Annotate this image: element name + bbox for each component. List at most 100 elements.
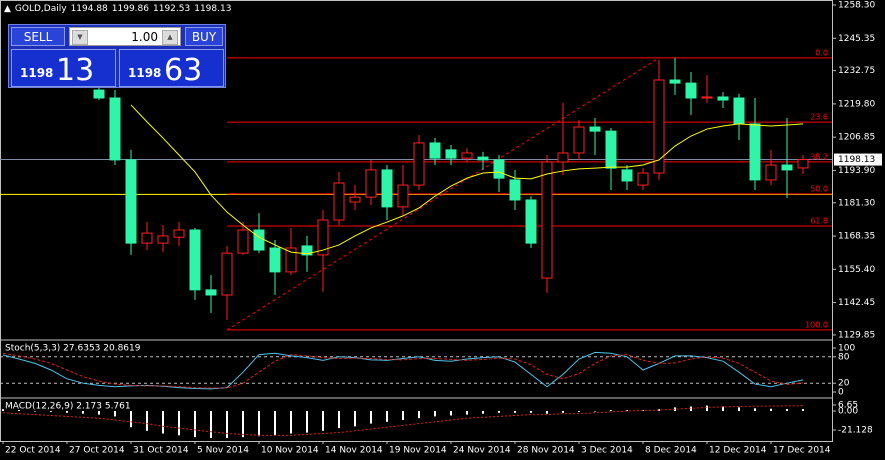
macd-bar — [674, 407, 676, 411]
x-tick-label: 24 Nov 2014 — [453, 446, 511, 456]
macd-bar — [306, 410, 308, 433]
macd-bar — [18, 410, 20, 411]
macd-bar — [626, 410, 628, 411]
moving-average — [130, 104, 804, 255]
candle-body — [157, 235, 169, 244]
macd-bar — [722, 406, 724, 411]
macd-bar — [98, 410, 100, 415]
y-tick-label: 1168.35 — [838, 232, 875, 242]
candle-body — [541, 161, 553, 279]
candle-body — [765, 164, 777, 181]
y-tick-label: 1206.85 — [838, 133, 875, 143]
macd-bar — [450, 410, 452, 416]
y-tick-label: 1155.40 — [838, 265, 875, 275]
macd-bar — [482, 410, 484, 414]
candle-body — [189, 229, 201, 291]
x-tick-label: 27 Oct 2014 — [69, 446, 125, 456]
candle-body — [429, 142, 441, 159]
candle-body — [445, 149, 457, 159]
x-tick-label: 22 Oct 2014 — [5, 446, 61, 456]
candle-body — [525, 199, 537, 244]
candle-body — [173, 229, 185, 238]
frame — [0, 0, 833, 442]
x-tick-label: 14 Nov 2014 — [325, 446, 383, 456]
macd-bar — [418, 410, 420, 419]
header-icon: ▲ — [4, 4, 11, 14]
macd-bar — [354, 410, 356, 427]
macd-bar — [754, 408, 756, 411]
y-tick-label: 1181.30 — [838, 198, 875, 208]
x-tick-label: 10 Nov 2014 — [261, 446, 319, 456]
candle-body — [125, 159, 137, 244]
x-tick-label: 8 Dec 2014 — [645, 446, 697, 456]
fibo-label: 23.6 — [810, 113, 828, 122]
ohlc-low: 1192.53 — [153, 4, 191, 14]
macd-bar — [658, 409, 660, 411]
candle-body — [669, 79, 681, 84]
ask-quote[interactable]: 1198 63 — [119, 49, 224, 88]
lots-input[interactable]: ▼ 1.00 ▲ — [69, 27, 181, 46]
x-tick-label: 28 Nov 2014 — [517, 446, 575, 456]
macd-bar — [290, 410, 292, 434]
candle-body — [365, 169, 377, 198]
candle-body — [461, 152, 473, 159]
fibo-label: 61.8 — [810, 217, 828, 226]
y-tick-label: 6.65 — [838, 400, 858, 410]
y-tick-label: 80 — [838, 352, 850, 362]
stoch-line — [2, 352, 804, 389]
symbol: GOLD,Daily — [14, 4, 67, 14]
macd-signal — [2, 405, 804, 436]
macd-bar — [386, 410, 388, 422]
y-tick-label: 1142.45 — [838, 298, 875, 308]
macd-bar — [210, 410, 212, 439]
lots-up[interactable]: ▲ — [162, 30, 178, 45]
candle-body — [317, 219, 329, 256]
y-tick-label: 1193.90 — [838, 166, 875, 176]
candle-body — [381, 169, 393, 208]
candle-body — [141, 232, 153, 244]
macd-bar — [690, 406, 692, 411]
macd-bar — [434, 410, 436, 417]
macd-bar — [594, 410, 596, 412]
macd-bar — [706, 405, 708, 411]
macd-bar — [562, 410, 564, 413]
macd-bar — [370, 410, 372, 424]
y-tick-label: 100 — [838, 343, 855, 353]
candle-body — [717, 96, 729, 101]
trade-panel: SELL ▼ 1.00 ▲ BUY 1198 13 1198 63 — [8, 24, 226, 88]
candle-body — [109, 97, 121, 161]
fibo-label: 100.0 — [805, 320, 828, 329]
fibo-label: 38.2 — [810, 152, 828, 161]
candle-body — [637, 172, 649, 186]
macd-bar — [466, 410, 468, 415]
sell-button[interactable]: SELL — [11, 27, 65, 46]
macd-bar — [322, 410, 324, 431]
bid-big: 1198 — [20, 66, 54, 80]
last-price-label: 1198.13 — [838, 155, 875, 165]
candle-body — [573, 126, 585, 154]
candle-body — [557, 152, 569, 163]
buy-button[interactable]: BUY — [185, 27, 223, 46]
macd-bar — [738, 407, 740, 411]
ohlc-close: 1198.13 — [194, 4, 232, 14]
macd-bar — [514, 410, 516, 413]
x-tick-label: 5 Nov 2014 — [197, 446, 249, 456]
candle-body — [781, 164, 793, 171]
candle-body — [621, 169, 633, 182]
lots-down[interactable]: ▼ — [72, 30, 88, 45]
y-tick-label: 1219.80 — [838, 99, 875, 109]
macd-bar — [66, 410, 68, 413]
candle-body — [477, 156, 489, 161]
ask-big: 1198 — [128, 66, 162, 80]
y-tick-label: 0.00 — [838, 406, 858, 416]
macd-bar — [786, 409, 788, 411]
bid-quote[interactable]: 1198 13 — [11, 49, 116, 88]
candle-body — [269, 247, 281, 273]
last-price-box — [834, 153, 882, 166]
macd-bar — [642, 410, 644, 411]
x-tick-label: 31 Oct 2014 — [133, 446, 189, 456]
candle-body — [301, 245, 313, 256]
candle-body — [701, 96, 713, 99]
